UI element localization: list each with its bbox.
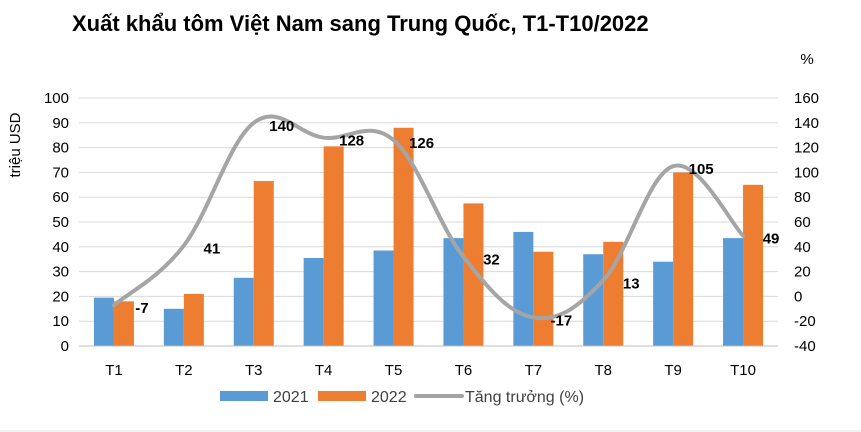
growth-label-T4: 128 [339,133,364,150]
x-axis: T1 T2 T3 T4 T5 T6 T7 T8 T9 T10 [79,345,778,379]
y-tick-label: 60 [52,189,69,206]
x-tick-label: T10 [730,362,756,379]
legend-label-2022: 2022 [371,389,407,406]
y2-axis-title: % [800,51,813,68]
growth-label-T5: 126 [409,135,434,152]
y2-tick-label: 120 [794,140,819,157]
bar-2022-T4 [323,146,344,346]
x-tick-label: T7 [525,362,543,379]
bar-2021-T6 [443,238,464,346]
bar-2022-T6 [463,203,484,346]
y2-tick-label: 140 [794,115,819,132]
growth-line-path [111,114,746,321]
growth-line [111,114,746,321]
y-tick-label: 50 [52,214,69,231]
bar-2022-T8 [603,241,624,346]
x-tick-label: T9 [664,362,682,379]
bar-2022-T9 [673,172,694,346]
legend-swatch-2022 [318,391,366,401]
bar-2021-T8 [583,254,604,346]
legend-label-2021: 2021 [273,389,309,406]
legend-swatch-2021 [220,391,268,401]
x-tick-label: T5 [385,362,403,379]
y-axis-right: -40 -20 0 20 40 60 80 100 120 140 160 [794,90,819,355]
y2-tick-label: 0 [794,288,802,305]
bar-2021-T2 [163,308,184,346]
y2-tick-label: 40 [794,239,811,256]
bar-2021-T10 [723,238,744,346]
y-tick-label: 90 [52,115,69,132]
legend: 2021 2022 Tăng trưởng (%) [220,389,584,406]
x-tick-label: T1 [105,362,123,379]
y2-tick-label: 100 [794,164,819,181]
growth-label-T6: 32 [483,252,500,269]
x-tick-label: T2 [175,362,193,379]
bar-2021-T3 [233,277,254,346]
growth-label-T7: -17 [551,312,573,329]
bar-2021-T1 [93,297,114,346]
x-tick-label: T8 [594,362,612,379]
legend-label-growth: Tăng trưởng (%) [465,389,584,406]
x-tick-label: T3 [245,362,263,379]
x-tick-label: T6 [455,362,473,379]
y2-tick-label: 60 [794,214,811,231]
bar-2021-T7 [513,231,534,346]
y-axis-left: 0 10 20 30 40 50 60 70 80 90 100 [44,90,69,355]
chart-title: Xuất khẩu tôm Việt Nam sang Trung Quốc, … [72,11,649,36]
y-tick-label: 70 [52,164,69,181]
y-tick-label: 40 [52,239,69,256]
growth-label-T1: -7 [135,300,148,317]
bar-2022-T2 [183,293,204,346]
bars [93,127,764,346]
growth-data-labels: -7 41 140 128 126 32 -17 13 105 49 [135,118,779,330]
bar-2022-T3 [253,181,274,346]
bar-2022-T7 [533,251,554,346]
y2-tick-label: 80 [794,189,811,206]
bar-2021-T5 [373,250,394,346]
growth-label-T8: 13 [623,275,640,292]
y2-tick-label: 20 [794,264,811,281]
y-tick-label: 0 [61,338,69,355]
growth-label-T10: 49 [763,231,780,248]
y-tick-label: 80 [52,140,69,157]
y-tick-label: 30 [52,264,69,281]
growth-label-T3: 140 [269,118,294,135]
y2-tick-label: 160 [794,90,819,107]
growth-label-T2: 41 [204,241,221,258]
bar-2022-T10 [743,184,764,346]
y-axis-title: triệu USD [7,112,24,177]
bar-2022-T1 [113,301,134,346]
growth-label-T9: 105 [689,161,714,178]
bar-2021-T9 [653,261,674,346]
y-tick-label: 100 [44,90,69,107]
y2-tick-label: -40 [794,338,816,355]
bar-2022-T5 [393,127,414,346]
x-tick-label: T4 [315,362,333,379]
bar-2021-T4 [303,257,324,346]
y-tick-label: 10 [52,313,69,330]
y2-tick-label: -20 [794,313,816,330]
y-tick-label: 20 [52,288,69,305]
